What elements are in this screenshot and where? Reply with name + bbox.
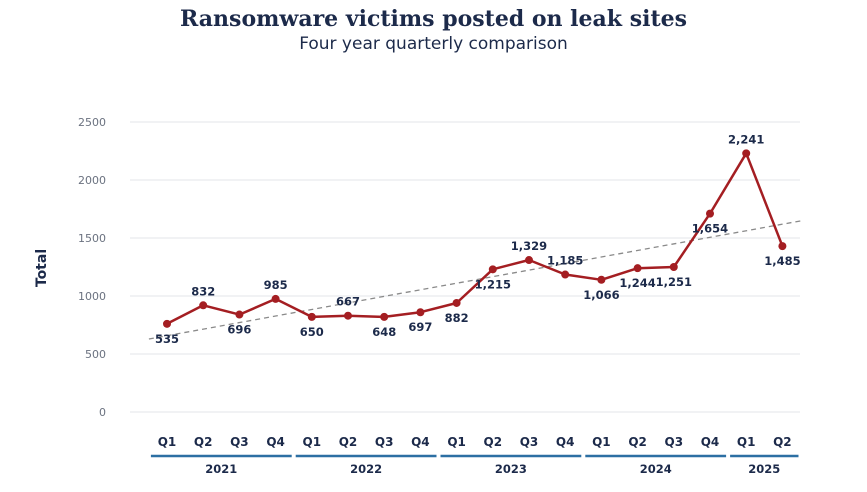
data-label: 1,185 bbox=[547, 254, 583, 268]
data-point bbox=[597, 275, 606, 284]
data-point bbox=[669, 263, 678, 271]
data-label: 535 bbox=[155, 332, 179, 346]
data-point bbox=[633, 264, 642, 273]
data-point bbox=[307, 312, 316, 321]
x-tick-label: Q1 bbox=[303, 435, 322, 449]
x-tick-label: Q4 bbox=[411, 435, 430, 449]
x-tick-label: Q1 bbox=[592, 435, 611, 449]
data-label: 648 bbox=[372, 325, 396, 339]
data-point bbox=[380, 312, 389, 321]
x-tick-label: Q2 bbox=[628, 435, 647, 449]
x-tick-label: Q4 bbox=[266, 435, 285, 449]
data-labels: 535 832 696 985 650 667 648 697 882 1,215 1,3291,1… bbox=[155, 132, 801, 346]
data-point bbox=[778, 242, 787, 251]
data-label: 882 bbox=[445, 311, 469, 325]
year-label: 2025 bbox=[748, 462, 780, 476]
y-tick-label: 1000 bbox=[78, 290, 106, 303]
data-point bbox=[525, 256, 533, 265]
year-label: 2021 bbox=[205, 462, 237, 476]
chart-title: Ransomware victims posted on leak sites bbox=[180, 6, 687, 32]
grid bbox=[130, 121, 800, 413]
series-polyline bbox=[166, 152, 784, 325]
x-tick-label: Q1 bbox=[447, 435, 466, 449]
data-label: 650 bbox=[300, 325, 324, 339]
data-point bbox=[235, 310, 244, 319]
data-label: 1,251 bbox=[656, 275, 692, 289]
data-label: 1,215 bbox=[475, 277, 511, 291]
y-tick-label: 2500 bbox=[78, 116, 106, 129]
x-tick-label: Q2 bbox=[484, 435, 503, 449]
y-tick-label: 2000 bbox=[78, 174, 106, 187]
data-point bbox=[706, 209, 714, 218]
x-tick-label: Q1 bbox=[158, 435, 177, 449]
data-label: 832 bbox=[191, 284, 215, 298]
x-tick-label: Q3 bbox=[665, 435, 684, 449]
chart-subtitle: Four year quarterly comparison bbox=[299, 34, 568, 54]
data-label: 1,654 bbox=[692, 222, 728, 236]
year-label: 2024 bbox=[640, 462, 672, 476]
x-tick-label: Q4 bbox=[701, 435, 720, 449]
data-point bbox=[199, 301, 208, 310]
data-points bbox=[163, 149, 787, 328]
y-tick-label: 1500 bbox=[78, 232, 106, 245]
data-point bbox=[271, 294, 280, 303]
year-label: 2022 bbox=[350, 462, 382, 476]
x-tick-label: Q1 bbox=[737, 435, 756, 449]
x-tick-label: Q2 bbox=[339, 435, 358, 449]
data-point bbox=[163, 319, 171, 328]
data-label: 696 bbox=[227, 323, 251, 337]
data-label: 1,329 bbox=[511, 239, 547, 253]
data-point bbox=[488, 265, 497, 274]
data-label: 1,066 bbox=[583, 288, 619, 302]
x-tick-label: Q2 bbox=[773, 435, 792, 449]
y-tick-label: 0 bbox=[99, 406, 106, 419]
data-label: 1,485 bbox=[764, 254, 800, 268]
year-label: 2023 bbox=[495, 462, 527, 476]
data-point bbox=[742, 149, 751, 158]
data-label: 667 bbox=[336, 295, 360, 309]
data-point bbox=[452, 298, 461, 307]
data-point bbox=[561, 270, 570, 279]
x-tick-label: Q4 bbox=[556, 435, 575, 449]
x-tick-label: Q3 bbox=[520, 435, 539, 449]
data-point bbox=[344, 311, 352, 320]
data-label: 985 bbox=[264, 278, 288, 292]
x-axis: Q1 Q2 Q3 Q4 Q1 Q2 Q3 Q4 Q1 Q2 Q3 Q4 Q1 Q2 Q3 Q4 Q1 Q2 2021… bbox=[150, 435, 799, 476]
y-axis-label: Total bbox=[34, 249, 50, 287]
y-tick-label: 500 bbox=[85, 348, 106, 361]
data-label: 697 bbox=[408, 320, 432, 334]
y-axis-ticks: 0 500 1000 1500 2000 2500 bbox=[78, 116, 106, 419]
data-point bbox=[416, 308, 425, 317]
data-label: 2,241 bbox=[728, 132, 764, 146]
x-tick-label: Q3 bbox=[375, 435, 394, 449]
x-tick-label: Q2 bbox=[194, 435, 213, 449]
series-line bbox=[166, 152, 784, 325]
data-label: 1,244 bbox=[619, 276, 655, 290]
x-tick-label: Q3 bbox=[230, 435, 249, 449]
